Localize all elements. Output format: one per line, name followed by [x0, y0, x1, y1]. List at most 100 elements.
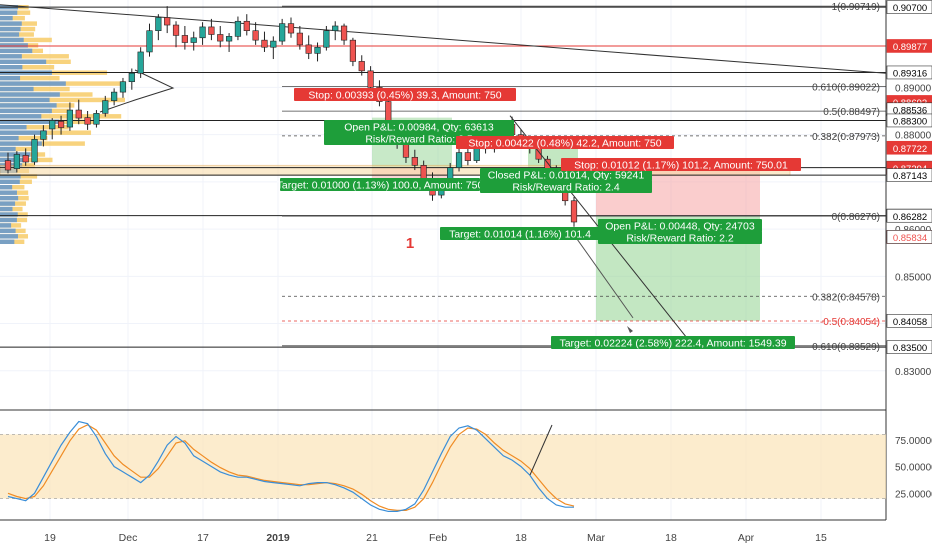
x-tick-label: 18	[665, 532, 677, 544]
candle-body	[464, 152, 471, 161]
price-tag-label: 0.89316	[893, 68, 927, 79]
y-tick-label: 0.89000	[895, 83, 932, 94]
candle-body	[66, 109, 74, 128]
fib-level-label: 1(0.90719)	[832, 2, 880, 13]
x-tick-label: 18	[515, 532, 527, 544]
candle-body	[358, 61, 365, 72]
candle-body	[190, 37, 197, 43]
annotation-text: Stop: 0.01012 (1.17%) 101.2, Amount: 750…	[574, 160, 788, 172]
annotation-text: Risk/Reward Ratio: 2.4	[512, 182, 620, 194]
projection-line	[574, 235, 634, 319]
candle-body	[4, 160, 12, 171]
candle-body	[164, 17, 171, 26]
candle-body	[261, 39, 268, 48]
candle-body	[181, 35, 188, 43]
volume-profile-bar	[0, 190, 17, 195]
candle-body	[570, 200, 578, 223]
price-tag	[886, 39, 932, 53]
volume-profile-bar	[0, 81, 66, 86]
volume-profile-bar	[0, 65, 23, 70]
volume-profile-bar	[0, 92, 60, 97]
price-tag	[886, 314, 932, 328]
stoch-band	[0, 434, 886, 499]
candle-body	[349, 39, 357, 62]
price-tag-label: 0.88536	[893, 105, 927, 116]
price-tag-label: 0.86282	[893, 212, 927, 223]
price-tag	[886, 168, 932, 182]
candle-body	[102, 100, 109, 114]
annotation-text: Target: 0.01000 (1.13%) 100.0, Amount: 7…	[277, 180, 484, 192]
volume-profile-bar	[0, 75, 21, 81]
fib-level-label: -0.5(0.84054)	[820, 317, 880, 328]
candle-body	[367, 70, 374, 88]
annotation-text: Stop: 0.00393 (0.45%) 39.3, Amount: 750	[308, 90, 501, 102]
wave-label: 1	[406, 235, 414, 252]
annotation-box	[456, 136, 674, 149]
candle-body	[225, 36, 233, 42]
volume-profile-bar	[0, 15, 13, 21]
annotation-text: Risk/Reward Ratio: 2.5	[365, 134, 473, 146]
annotation-box	[551, 336, 795, 349]
volume-profile-bar	[0, 141, 42, 146]
volume-profile-bar	[0, 43, 28, 48]
volume-profile-bar	[0, 97, 125, 103]
volume-profile-bar	[0, 103, 57, 108]
price-tag-label: 0.87722	[893, 144, 927, 155]
annotation-box	[480, 168, 652, 181]
volume-profile-bar	[0, 10, 18, 15]
x-tick-label: 17	[197, 532, 209, 544]
y-tick-label: 0.85000	[895, 272, 932, 283]
stoch-k-line	[7, 420, 574, 512]
candle-body	[287, 23, 295, 34]
volume-profile-bar	[0, 212, 18, 217]
candle-body	[270, 40, 277, 48]
stoch-tick-label: 25.00000	[895, 489, 932, 500]
trend-line	[0, 4, 887, 74]
volume-profile-bar	[0, 37, 52, 43]
fib-level-label: 0.382(0.87973)	[812, 132, 880, 143]
volume-profile-bar	[0, 37, 24, 43]
volume-profile-bar	[0, 130, 47, 135]
annotation-text: Risk/Reward Ratio: 2.2	[626, 233, 734, 245]
price-tag-label: 0.88300	[893, 116, 927, 127]
volume-profile-bar	[0, 54, 22, 59]
triangle-pattern	[99, 69, 175, 113]
x-tick-label: 21	[366, 532, 378, 544]
candle-body	[340, 25, 348, 41]
annotation-box	[324, 120, 514, 133]
x-tick-label: Dec	[119, 532, 138, 544]
stoch-tick-label: 50.00000	[895, 463, 932, 474]
volume-profile-bar	[0, 223, 12, 228]
projection-arrow	[627, 326, 633, 333]
volume-profile-bar	[0, 185, 25, 190]
volume-profile-bar	[0, 59, 47, 64]
volume-profile-bar	[0, 65, 55, 70]
x-tick-label: 2019	[266, 532, 290, 544]
volume-profile-bar	[0, 32, 20, 37]
price-tag	[886, 230, 932, 244]
annotation-box	[598, 231, 762, 244]
volume-profile-bar	[0, 86, 34, 92]
volume-profile-bar	[0, 146, 16, 152]
candle-body	[137, 51, 144, 74]
candle-body	[31, 139, 38, 163]
volume-profile-bar	[0, 135, 19, 141]
volume-profile-bar	[0, 125, 27, 130]
candle-body	[128, 72, 135, 83]
fib-level-label: 0.610(0.83529)	[812, 342, 880, 353]
volume-profile-bar	[0, 114, 42, 119]
candle-body	[252, 30, 259, 41]
volume-profile-bar	[0, 185, 13, 190]
volume-profile-bar	[0, 174, 21, 179]
x-tick-label: 19	[44, 532, 56, 544]
candle-body	[420, 165, 427, 180]
fib-level-label: 0.5(0.88497)	[823, 107, 880, 118]
candle-body	[279, 23, 286, 42]
price-tag	[886, 0, 932, 14]
annotation-text: Open P&L: 0.00984, Qty: 63613	[344, 122, 494, 134]
annotation-text: Target: 0.02224 (2.58%) 222.4, Amount: 1…	[559, 338, 786, 350]
y-tick-label: 0.88000	[895, 131, 932, 142]
annotation-text: Target: 0.01014 (1.16%) 101.4	[449, 229, 591, 241]
volume-profile-bar	[0, 195, 19, 201]
x-tick-label: Mar	[587, 532, 606, 544]
